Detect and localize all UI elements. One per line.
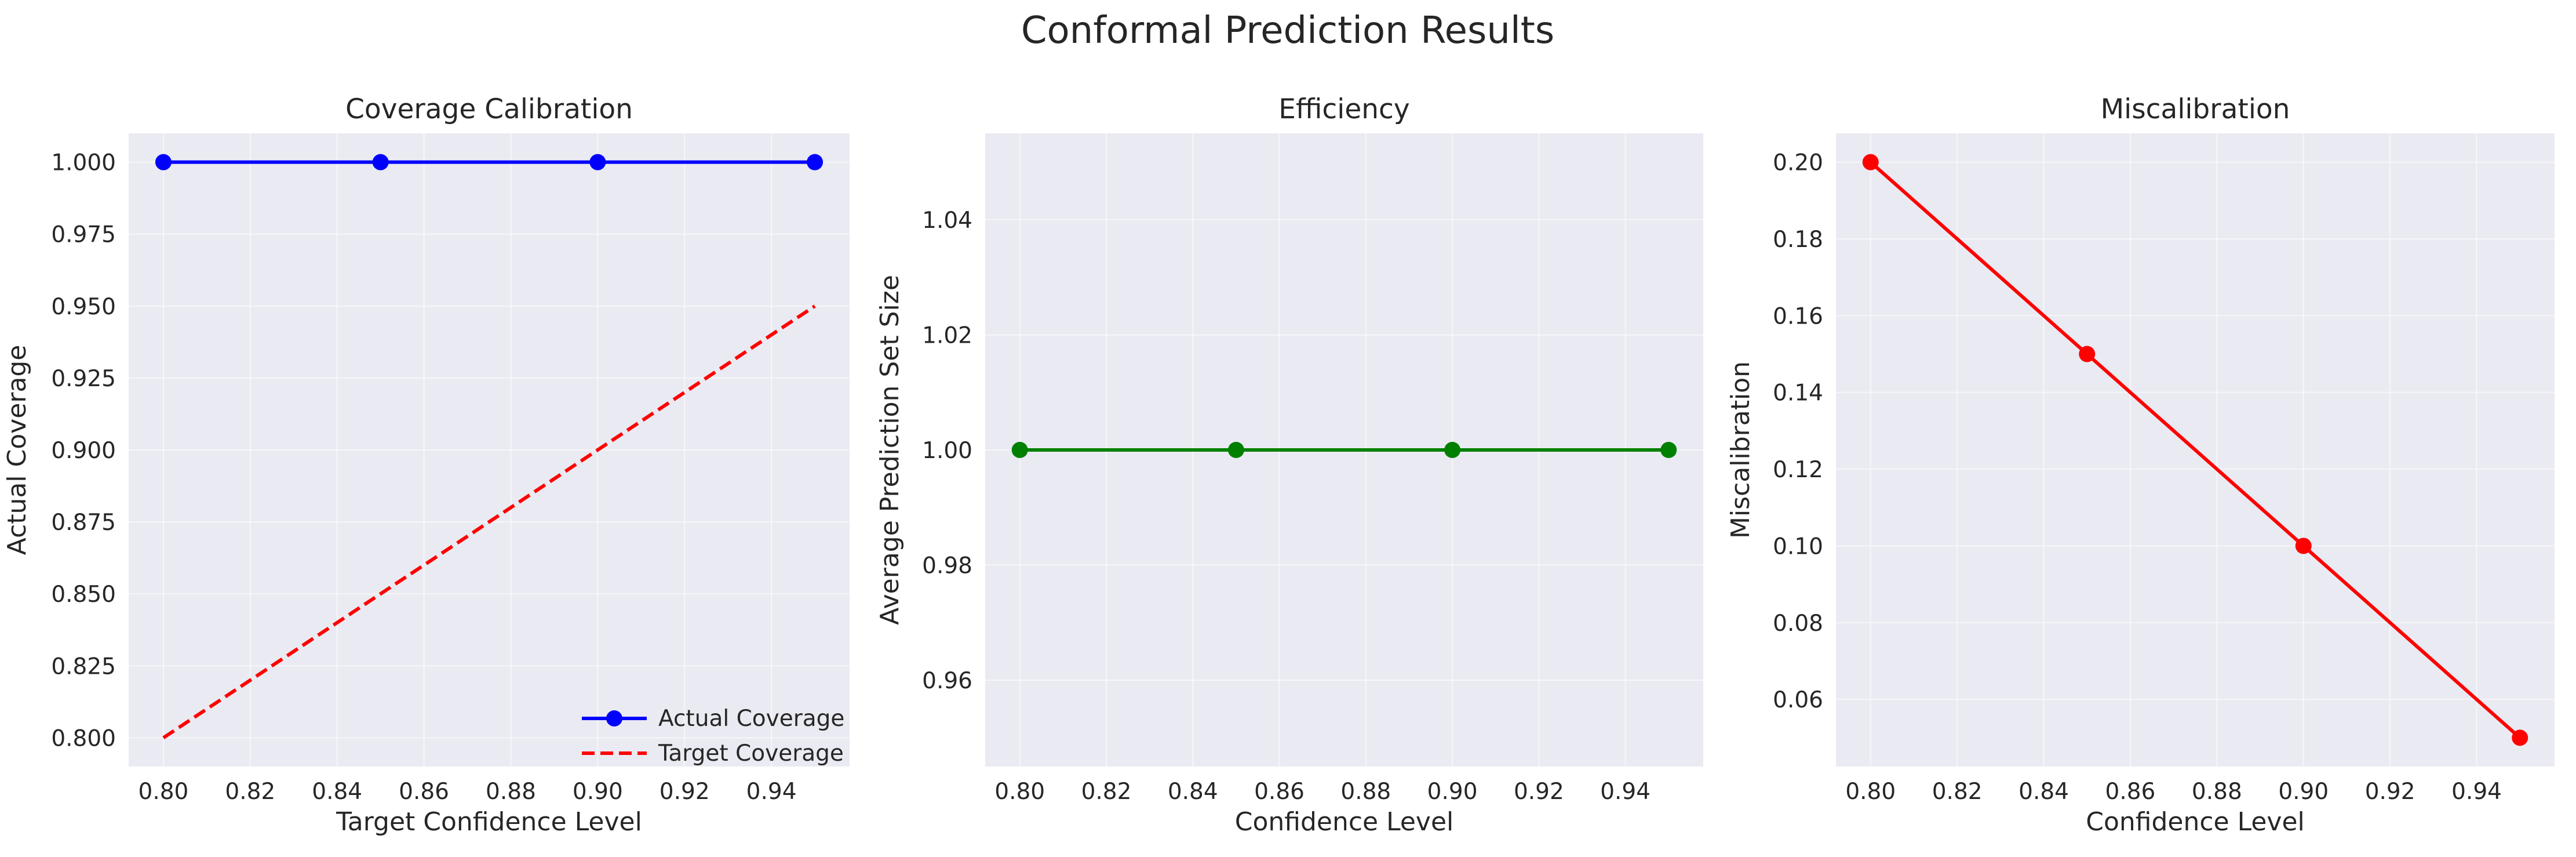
y-axis-label: Actual Coverage	[2, 345, 32, 555]
data-point	[1444, 442, 1461, 458]
y-tick-label: 0.10	[1773, 533, 1823, 560]
y-tick-label: 0.925	[51, 366, 116, 392]
legend-marker	[606, 710, 622, 727]
y-axis-label: Average Prediction Set Size	[875, 275, 905, 625]
x-tick-label: 0.80	[1845, 779, 1896, 805]
y-tick-label: 0.16	[1773, 303, 1823, 329]
series-line-1	[1869, 161, 2522, 739]
chart-panel-1: 0.80 0.82 0.84 0.86 0.88 0.90 0.92 0.94 0.800 0.8…	[2, 93, 850, 837]
x-tick-label: 0.86	[399, 779, 449, 805]
y-tick-label: 0.850	[51, 582, 116, 608]
y-tick-label: 0.12	[1773, 457, 1823, 483]
data-point	[372, 154, 389, 170]
x-tick-label: 0.82	[225, 779, 275, 805]
data-point	[589, 154, 606, 170]
x-tick-label: 0.82	[1081, 779, 1132, 805]
x-tick-label: 0.92	[1514, 779, 1564, 805]
data-point	[1660, 442, 1677, 458]
data-point	[2295, 538, 2312, 554]
x-tick-label: 0.82	[1932, 779, 1983, 805]
y-tick-label: 0.900	[51, 438, 116, 464]
x-axis-label: Target Confidence Level	[336, 807, 642, 837]
y-tick-label: 0.08	[1773, 611, 1823, 637]
y-tick-label: 1.04	[922, 208, 972, 234]
x-tick-label: 0.90	[573, 779, 623, 805]
x-tick-label: 0.86	[2105, 779, 2156, 805]
x-tick-label: 0.88	[486, 779, 536, 805]
chart-panel-2: 0.80 0.82 0.84 0.86 0.88 0.90 0.92 0.94 0.96 0.98…	[875, 93, 1703, 837]
x-tick-label: 0.88	[1340, 779, 1391, 805]
x-tick-label: 0.84	[312, 779, 362, 805]
y-tick-label: 0.825	[51, 653, 116, 680]
data-point	[155, 154, 172, 170]
y-tick-label: 0.98	[922, 553, 972, 579]
chart-title: Efficiency	[1278, 93, 1409, 125]
data-point	[1227, 442, 1244, 458]
x-tick-label: 0.92	[660, 779, 710, 805]
legend: Actual Coverage Target Coverage	[582, 706, 844, 767]
x-tick-label: 0.92	[2365, 779, 2415, 805]
y-tick-label: 0.96	[922, 668, 972, 694]
y-tick-label: 0.875	[51, 510, 116, 536]
data-point	[1011, 442, 1028, 458]
chart-title: Miscalibration	[2101, 93, 2290, 125]
y-tick-label: 0.06	[1773, 687, 1823, 713]
y-tick-label: 0.800	[51, 725, 116, 751]
x-tick-label: 0.80	[994, 779, 1045, 805]
x-tick-label: 0.84	[1168, 779, 1218, 805]
x-tick-label: 0.90	[1427, 779, 1478, 805]
y-axis-label: Miscalibration	[1726, 361, 1755, 539]
data-point	[1862, 154, 1879, 170]
x-tick-label: 0.94	[2451, 779, 2502, 805]
legend-label: Target Coverage	[658, 740, 844, 767]
data-point	[2512, 729, 2528, 746]
y-tick-label: 0.975	[51, 222, 116, 248]
series-line-2	[162, 304, 816, 739]
x-tick-label: 0.94	[746, 779, 797, 805]
y-tick-label: 0.950	[51, 294, 116, 320]
x-tick-label: 0.90	[2278, 779, 2329, 805]
x-tick-label: 0.94	[1600, 779, 1650, 805]
legend-label: Actual Coverage	[658, 706, 844, 732]
x-tick-label: 0.84	[2018, 779, 2069, 805]
y-tick-label: 0.20	[1773, 150, 1823, 176]
y-tick-label: 0.14	[1773, 380, 1823, 406]
x-axis-label: Confidence Level	[1235, 807, 1454, 837]
y-tick-label: 1.000	[51, 150, 116, 176]
y-tick-label: 1.02	[922, 322, 972, 348]
x-tick-label: 0.80	[139, 779, 189, 805]
figure-title: Conformal Prediction Results	[1021, 9, 1554, 52]
x-tick-label: 0.88	[2192, 779, 2242, 805]
chart-panel-3: 0.80 0.82 0.84 0.86 0.88 0.90 0.92 0.94 0.06 0.08…	[1726, 93, 2555, 837]
data-point	[807, 154, 824, 170]
x-axis-label: Confidence Level	[2086, 807, 2305, 837]
x-tick-label: 0.86	[1254, 779, 1305, 805]
y-tick-label: 1.00	[922, 438, 972, 464]
y-tick-label: 0.18	[1773, 227, 1823, 253]
chart-title: Coverage Calibration	[345, 93, 633, 125]
data-point	[2079, 346, 2096, 362]
